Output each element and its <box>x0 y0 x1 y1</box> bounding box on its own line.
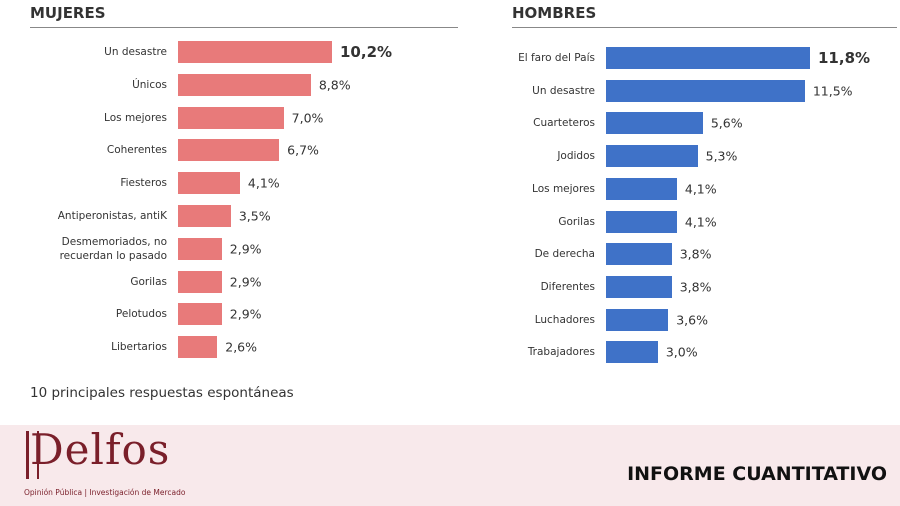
bar <box>178 41 332 63</box>
logo-mark <box>26 431 39 479</box>
category-label: Los mejores <box>532 182 595 195</box>
category-label: Cuarteteros <box>533 117 595 130</box>
category-label: Antiperonistas, antiK <box>57 210 167 222</box>
chart-title: HOMBRES <box>512 4 597 22</box>
value-label: 6,7% <box>287 142 319 158</box>
category-label: Libertarios <box>111 341 167 354</box>
bar <box>178 139 280 162</box>
bar <box>606 79 805 102</box>
value-label: 7,0% <box>291 110 324 126</box>
title-rule <box>512 27 897 28</box>
bar <box>606 112 703 135</box>
category-label: Fiesteros <box>120 177 167 190</box>
category-label: Trabajadores <box>527 346 595 359</box>
bar <box>178 205 231 227</box>
value-label: 5,3% <box>705 148 738 164</box>
brand: Delfos <box>30 425 171 474</box>
value-label: 11,8% <box>818 49 871 67</box>
category-label: Gorilas <box>130 275 167 288</box>
value-label: 11,5% <box>812 83 853 99</box>
value-label: 2,6% <box>225 339 258 355</box>
category-label: Jodidos <box>557 150 595 163</box>
category-label: De derecha <box>534 248 595 261</box>
value-label: 10,2% <box>340 43 393 61</box>
value-label: 3,6% <box>676 312 708 328</box>
value-label: 2,9% <box>229 241 262 257</box>
value-label: 3,8% <box>679 279 712 295</box>
bar <box>178 73 311 96</box>
category-label: Los mejores <box>104 111 167 124</box>
value-label: 3,8% <box>679 246 712 262</box>
value-label: 3,5% <box>238 208 271 224</box>
category-label: Diferentes <box>540 280 595 293</box>
value-label: 4,1% <box>684 181 717 197</box>
title-rule <box>30 27 458 28</box>
bar <box>606 308 669 331</box>
category-label: Desmemoriados, no recuerdan lo pasado <box>59 235 167 262</box>
bar <box>606 275 672 298</box>
value-label: 5,6% <box>710 115 743 131</box>
value-label: 2,9% <box>229 274 262 290</box>
category-label: Pelotudos <box>115 308 167 321</box>
bar <box>606 341 658 364</box>
bar <box>178 336 218 359</box>
category-label: Gorilas <box>558 215 595 228</box>
category-label: Únicos <box>132 78 167 91</box>
category-label: Un desastre <box>532 84 595 97</box>
value-label: 4,1% <box>684 214 717 229</box>
chart-title: MUJERES <box>30 4 106 22</box>
bar <box>606 210 677 233</box>
bar <box>178 106 284 129</box>
brand-tagline: Opinión Pública | Investigación de Merca… <box>24 488 186 497</box>
category-label: El faro del País <box>518 52 595 64</box>
value-label: 2,9% <box>229 306 262 322</box>
bar <box>178 237 222 260</box>
category-label: Un desastre <box>104 46 167 58</box>
bar <box>178 172 240 195</box>
category-label: Luchadores <box>534 313 595 326</box>
value-label: 8,8% <box>318 77 351 93</box>
bar <box>178 270 222 293</box>
bar <box>606 177 677 200</box>
note: 10 principales respuestas espontáneas <box>30 385 294 401</box>
category-label: Coherentes <box>106 144 167 157</box>
value-label: 3,0% <box>665 344 698 360</box>
report-label: INFORME CUANTITATIVO <box>627 463 887 485</box>
bar <box>606 243 672 266</box>
bar <box>606 47 810 69</box>
value-label: 4,1% <box>247 175 280 191</box>
bar <box>178 303 222 326</box>
footer: Delfos Opinión Pública | Investigación d… <box>0 425 900 506</box>
bar <box>606 145 698 168</box>
